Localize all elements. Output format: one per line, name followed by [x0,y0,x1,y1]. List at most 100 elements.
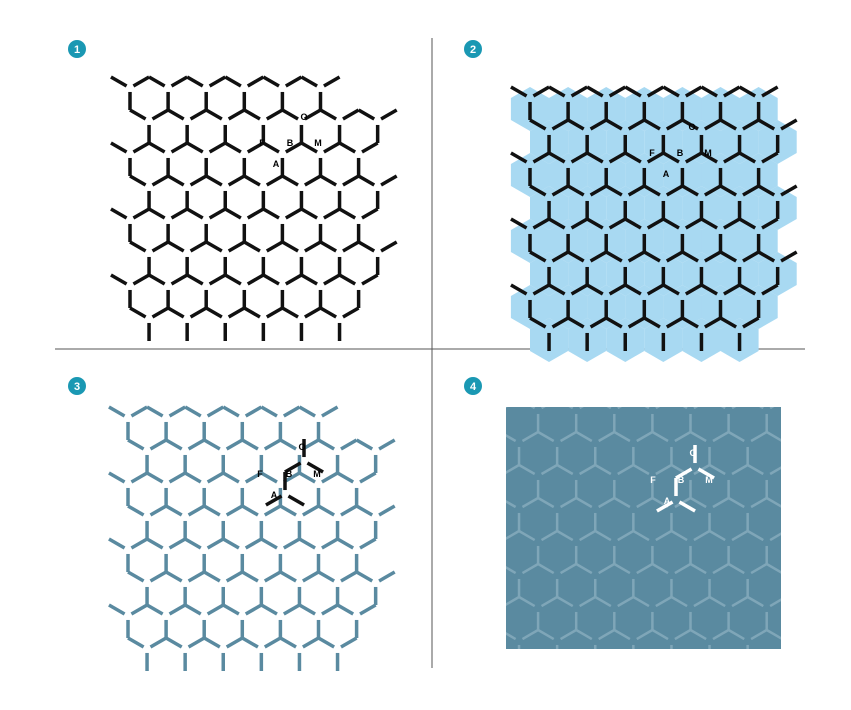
faint-tripod [747,463,781,498]
tripod-mark-25 [681,184,722,219]
tripod-mark-33 [336,537,377,572]
tripod-mark-36 [203,570,244,605]
svg-text:2: 2 [470,44,476,56]
tripod-mark-1 [146,405,187,440]
faint-tripod [651,430,692,465]
svg-text:F: F [259,138,265,148]
tripod-mark-34 [738,217,779,252]
faint-tripod [766,430,781,442]
tripod-mark-44 [224,273,265,308]
faint-tripod [727,562,768,597]
tripod-mark-36 [205,240,246,275]
pattern-background [506,407,781,649]
tripod-mark-43 [184,603,225,638]
faint-tripod [786,531,824,564]
faint-tripod [557,663,595,696]
tripod-mark-21 [167,174,208,209]
tripod-mark-39 [317,570,358,605]
tripod-mark-32 [298,537,339,572]
tripod-mark-23 [241,504,282,539]
faint-tripod [594,463,634,498]
tripod-mark-37 [243,240,284,275]
faint-tripod [786,399,824,432]
faint-tripod [710,663,748,696]
faint-tripod [530,407,546,432]
faint-tripod [519,663,557,696]
tripod-mark-50 [203,636,244,671]
faint-tripod [651,628,692,649]
tripod-mark-21 [529,184,569,219]
tripod-mark-24 [281,174,322,209]
faint-tripod [632,595,673,630]
faint-tripod [613,430,654,465]
faint-tripod [575,430,615,465]
tripod-mark-12 [719,118,760,153]
faint-tripod [518,529,558,564]
faint-tripod [689,628,730,649]
tripod-mark-27 [757,184,798,219]
tripod-mark-41 [757,250,798,285]
svg-text:O: O [689,448,696,458]
tripod-mark-53 [317,636,358,671]
svg-text:1: 1 [74,44,80,56]
faint-tripod [613,562,654,597]
tripod-mark-47 [338,273,379,308]
tripod-mark-53 [319,306,360,341]
tripod-mark-20 [738,151,779,186]
tripod-mark-48 [738,283,779,318]
tripod-mark-22 [205,174,246,209]
tripod-mark-27 [108,537,148,572]
faint-tripod [689,496,730,531]
tripod-mark-3 [222,405,263,440]
tripod-mark-18 [662,151,703,186]
tripod-mark-6 [129,108,169,143]
tripod-mark-5 [298,405,339,440]
svg-text:O: O [298,442,305,452]
tripod-mark-26 [357,174,398,209]
faint-tripod [594,529,634,564]
tripod-mark-4 [260,405,301,440]
tripod-mark-32 [300,207,341,242]
faint-tripod [632,463,673,498]
panel-1-badge: 1 [68,40,86,58]
tripod-mark-17 [262,141,303,176]
tripod-mark-15 [548,151,589,186]
faint-tripod [747,529,781,564]
tripod-mark-7 [529,118,569,153]
faint-tripod [786,597,824,630]
faint-tripod [506,529,520,540]
tripod-mark-34 [127,570,167,605]
tripod-mark-35 [165,570,206,605]
faint-tripod [606,407,622,432]
tripod-mark-16 [224,141,265,176]
svg-text:A: A [273,159,280,169]
tripod-mark-45 [262,273,303,308]
faint-tripod [556,529,596,564]
tripod-mark-6 [127,438,167,473]
tripod-mark-54 [719,316,760,351]
faint-tripod [805,432,843,465]
tripod-mark-5 [300,75,341,110]
tripod-mark-52 [281,306,322,341]
faint-tripod [689,562,730,597]
tripod-mark-41 [110,273,150,308]
tripod-mark-12 [355,438,396,473]
tripod-mark-4 [662,85,703,120]
faint-tripod [537,430,577,465]
faint-tripod [632,529,673,564]
tripod-mark-13 [108,471,148,506]
faint-tripod [670,529,711,564]
logo-tripod-upper [284,439,324,474]
tripod-mark-38 [279,570,320,605]
tripod-mark-51 [605,316,646,351]
tripod-mark-28 [510,217,550,252]
faint-tripod [748,663,786,696]
faint-tripod [766,496,781,508]
tripod-mark-20 [127,504,167,539]
tripod-mark-3 [624,85,665,120]
panel-2-badge: 2 [464,40,482,58]
tripod-mark-39 [681,250,722,285]
tripod-mark-18 [298,471,339,506]
tripod-mark-5 [700,85,741,120]
faint-tripod [682,407,699,432]
